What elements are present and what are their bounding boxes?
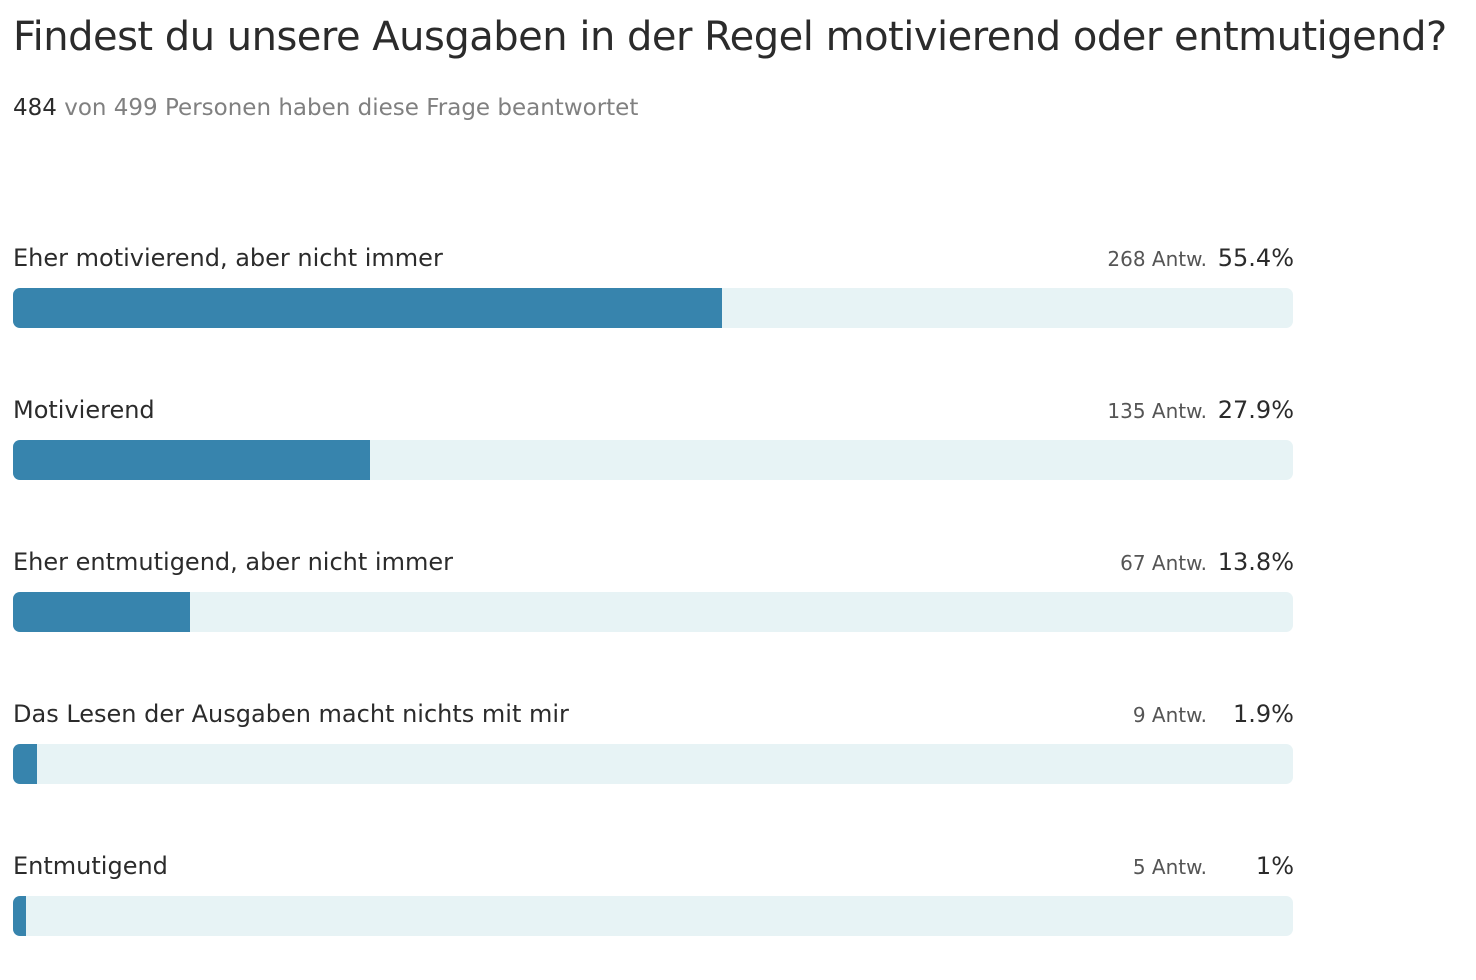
answer-label: Eher motivierend, aber nicht immer bbox=[13, 244, 443, 272]
count-label: 268 Antw. bbox=[1107, 247, 1207, 271]
value-label: 13.8% bbox=[1217, 548, 1294, 576]
bar bbox=[13, 744, 38, 784]
answered-count: 484 bbox=[13, 95, 57, 121]
answer-row: Eher entmutigend, aber nicht immer 67 Ant… bbox=[13, 548, 1294, 648]
answer-row: Eher motivierend, aber nicht immer 268 An… bbox=[13, 244, 1294, 344]
bar-track bbox=[13, 592, 1293, 632]
count-label: 135 Antw. bbox=[1107, 399, 1207, 423]
count-label: 5 Antw. bbox=[1132, 855, 1207, 879]
count-label: 9 Antw. bbox=[1132, 703, 1207, 727]
bar bbox=[13, 440, 371, 480]
bar-track bbox=[13, 288, 1293, 328]
value-label: 55.4% bbox=[1217, 244, 1294, 272]
answer-label: Eher entmutigend, aber nicht immer bbox=[13, 548, 453, 576]
answer-label: Motivierend bbox=[13, 396, 155, 424]
answer-label: Das Lesen der Ausgaben macht nichts mit … bbox=[13, 700, 569, 728]
subtitle-text: von 499 Personen haben diese Frage beant… bbox=[64, 95, 639, 121]
chart-title: Findest du unsere Ausgaben in der Regel … bbox=[13, 14, 1447, 60]
answer-label: Entmutigend bbox=[13, 852, 168, 880]
answer-row: Motivierend 135 Antw. 27.9% bbox=[13, 396, 1294, 496]
answer-row: Das Lesen der Ausgaben macht nichts mit … bbox=[13, 700, 1294, 800]
bar bbox=[13, 592, 190, 632]
bar bbox=[13, 288, 723, 328]
bar-track bbox=[13, 744, 1293, 784]
subtitle: 484 von 499 Personen haben diese Frage b… bbox=[13, 95, 638, 121]
bar-track bbox=[13, 896, 1293, 936]
value-label: 1% bbox=[1255, 852, 1294, 880]
bar bbox=[13, 896, 26, 936]
value-label: 1.9% bbox=[1233, 700, 1294, 728]
value-label: 27.9% bbox=[1217, 396, 1294, 424]
count-label: 67 Antw. bbox=[1120, 551, 1207, 575]
answer-row: Entmutigend 5 Antw. 1% bbox=[13, 852, 1294, 952]
bar-track bbox=[13, 440, 1293, 480]
